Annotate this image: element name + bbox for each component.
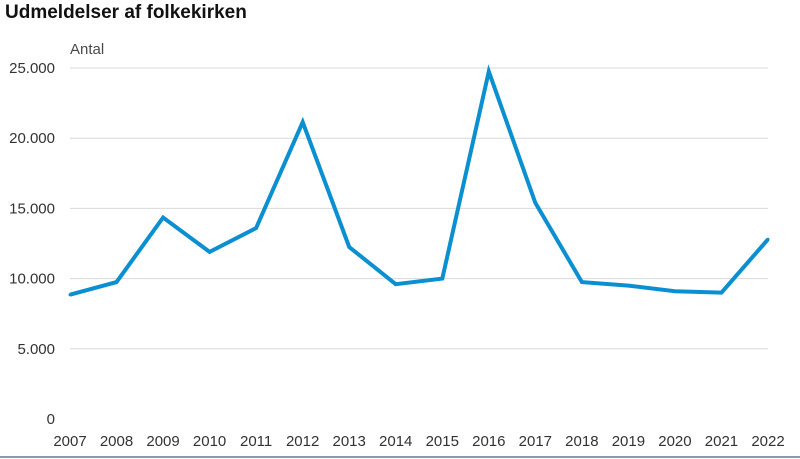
data-point bbox=[487, 70, 491, 74]
y-axis-label: Antal bbox=[70, 41, 105, 58]
x-tick-label: 2010 bbox=[193, 433, 226, 450]
y-tick-label: 20.000 bbox=[9, 130, 55, 147]
x-tick-label: 2013 bbox=[333, 433, 366, 450]
data-point bbox=[208, 250, 212, 254]
data-point bbox=[347, 245, 351, 249]
x-tick-label: 2014 bbox=[379, 433, 412, 450]
data-point bbox=[161, 216, 165, 220]
x-tick-label: 2012 bbox=[286, 433, 319, 450]
data-point bbox=[68, 293, 72, 297]
y-tick-label: 15.000 bbox=[9, 200, 55, 217]
x-tick-label: 2020 bbox=[658, 433, 691, 450]
data-point bbox=[766, 237, 770, 241]
y-tick-label: 10.000 bbox=[9, 271, 55, 288]
x-tick-label: 2021 bbox=[705, 433, 738, 450]
x-tick-label: 2015 bbox=[426, 433, 459, 450]
data-point bbox=[673, 289, 677, 293]
x-tick-label: 2018 bbox=[565, 433, 598, 450]
gridlines bbox=[70, 67, 768, 350]
x-tick-label: 2019 bbox=[612, 433, 645, 450]
x-tick-label: 2007 bbox=[53, 433, 86, 450]
y-tick-label: 5.000 bbox=[17, 341, 55, 358]
x-tick-label: 2011 bbox=[240, 433, 272, 450]
data-point bbox=[394, 282, 398, 286]
series-layer bbox=[68, 64, 770, 297]
data-point bbox=[254, 226, 258, 230]
y-tick-labels: 0 5.000 10.000 15.000 20.000 25.000 bbox=[9, 60, 55, 428]
x-tick-label: 2008 bbox=[100, 433, 133, 450]
x-tick-label: 2022 bbox=[751, 433, 784, 450]
series-line bbox=[69, 64, 770, 297]
data-point bbox=[440, 277, 444, 281]
y-tick-label: 0 bbox=[47, 411, 55, 428]
data-point bbox=[626, 284, 630, 288]
y-tick-label: 25.000 bbox=[9, 60, 55, 77]
data-point bbox=[719, 291, 723, 295]
data-point bbox=[533, 201, 537, 205]
x-tick-label: 2017 bbox=[519, 433, 552, 450]
data-point bbox=[301, 120, 305, 124]
x-tick-label: 2016 bbox=[472, 433, 505, 450]
chart-title: Udmeldelser af folkekirken bbox=[5, 2, 247, 23]
x-tick-labels: 2007 2008 2009 2010 2011 2012 2013 2014 2015 2016… bbox=[53, 433, 784, 450]
data-point bbox=[580, 280, 584, 284]
x-tick-label: 2009 bbox=[146, 433, 179, 450]
bottom-divider bbox=[0, 456, 800, 458]
data-point bbox=[115, 280, 119, 284]
